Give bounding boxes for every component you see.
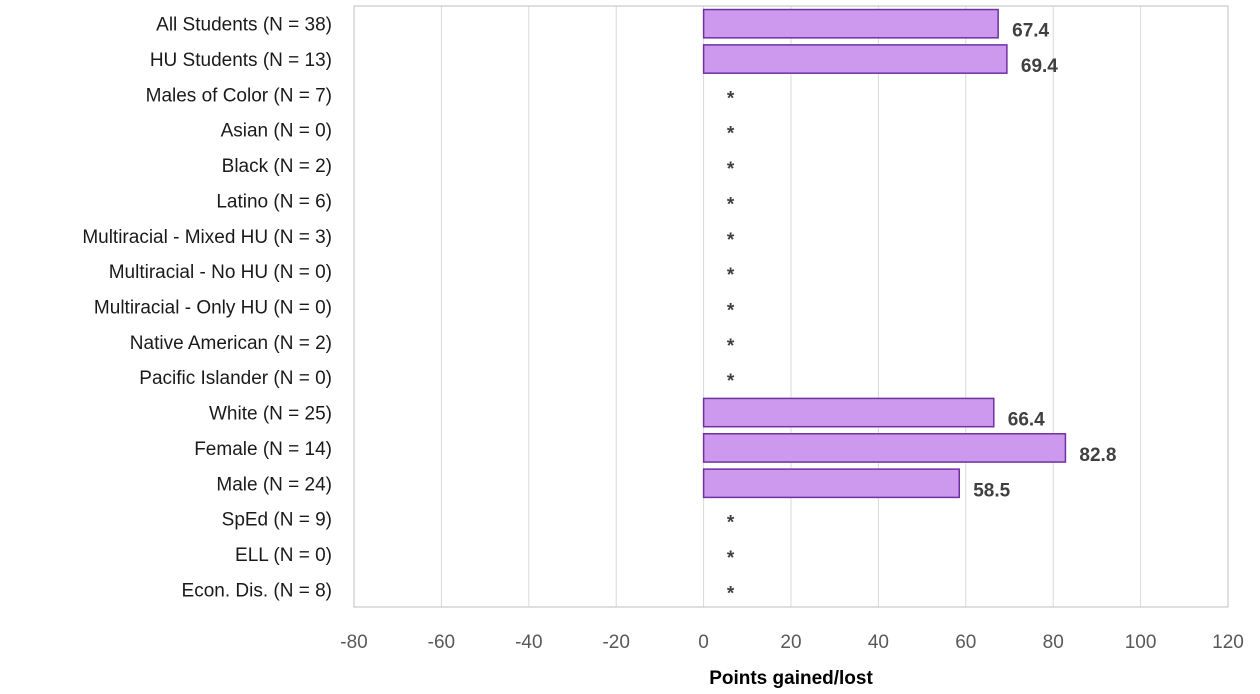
suppressed-marker: * bbox=[727, 336, 735, 357]
x-tick-label: 100 bbox=[1125, 632, 1157, 653]
suppressed-marker: * bbox=[727, 301, 735, 322]
category-label: Native American (N = 2) bbox=[130, 333, 332, 354]
gridlines bbox=[440, 6, 1142, 607]
category-label: SpEd (N = 9) bbox=[222, 510, 332, 531]
category-label: Asian (N = 0) bbox=[221, 121, 332, 142]
suppressed-marker: * bbox=[727, 194, 735, 215]
suppressed-marker: * bbox=[727, 124, 735, 145]
category-label: Black (N = 2) bbox=[222, 156, 332, 177]
x-tick-label: -60 bbox=[428, 632, 455, 653]
suppressed-marker: * bbox=[727, 583, 735, 604]
bar bbox=[702, 433, 1067, 463]
x-tick-label: 80 bbox=[1043, 632, 1064, 653]
category-label: Males of Color (N = 7) bbox=[146, 85, 332, 106]
suppressed-marker: * bbox=[727, 88, 735, 109]
category-label: White (N = 25) bbox=[209, 404, 332, 425]
suppressed-marker: * bbox=[727, 159, 735, 180]
category-labels: All Students (N = 38) HU Students (N = 13… bbox=[82, 15, 332, 602]
data-label: 66.4 bbox=[1008, 410, 1045, 431]
category-label: Multiracial - Only HU (N = 0) bbox=[94, 298, 332, 319]
x-tick-label: 0 bbox=[698, 632, 709, 653]
category-label: HU Students (N = 13) bbox=[150, 50, 332, 71]
category-label: Female (N = 14) bbox=[194, 439, 332, 460]
data-label: 82.8 bbox=[1079, 445, 1116, 466]
x-tick-label: 60 bbox=[955, 632, 976, 653]
bars-group bbox=[702, 8, 1067, 499]
x-tick-label: -40 bbox=[515, 632, 542, 653]
category-label: Latino (N = 6) bbox=[216, 191, 332, 212]
bar bbox=[702, 468, 960, 499]
x-tick-label: 20 bbox=[780, 632, 801, 653]
category-label: Male (N = 24) bbox=[216, 474, 332, 495]
category-label: Pacific Islander (N = 0) bbox=[139, 368, 332, 389]
category-label: Multiracial - No HU (N = 0) bbox=[109, 262, 332, 283]
category-label: ELL (N = 0) bbox=[235, 545, 332, 566]
x-tick-label: -20 bbox=[602, 632, 629, 653]
data-label: 67.4 bbox=[1012, 21, 1049, 42]
category-label: Multiracial - Mixed HU (N = 3) bbox=[82, 227, 332, 248]
x-tick-label: 120 bbox=[1212, 632, 1244, 653]
category-label: Econ. Dis. (N = 8) bbox=[182, 580, 332, 601]
value-labels: 67.4 69.4 * * * * * * * * * 66.4 82.8 58.5 * * * bbox=[727, 21, 1117, 605]
suppressed-marker: * bbox=[727, 265, 735, 286]
bar bbox=[702, 8, 999, 39]
x-axis-title: Points gained/lost bbox=[709, 668, 873, 689]
data-label: 69.4 bbox=[1021, 56, 1058, 77]
x-tick-labels: -80 -60 -40 -20 0 20 40 60 80 100 120 bbox=[340, 632, 1244, 653]
suppressed-marker: * bbox=[727, 513, 735, 534]
x-tick-label: 40 bbox=[868, 632, 889, 653]
suppressed-marker: * bbox=[727, 230, 735, 251]
x-tick-label: -80 bbox=[340, 632, 367, 653]
bar bbox=[702, 397, 995, 428]
plot-area-border bbox=[353, 5, 1229, 608]
bar bbox=[702, 44, 1008, 74]
suppressed-marker: * bbox=[727, 548, 735, 569]
suppressed-marker: * bbox=[727, 371, 735, 392]
category-label: All Students (N = 38) bbox=[156, 15, 332, 36]
data-label: 58.5 bbox=[973, 480, 1010, 501]
